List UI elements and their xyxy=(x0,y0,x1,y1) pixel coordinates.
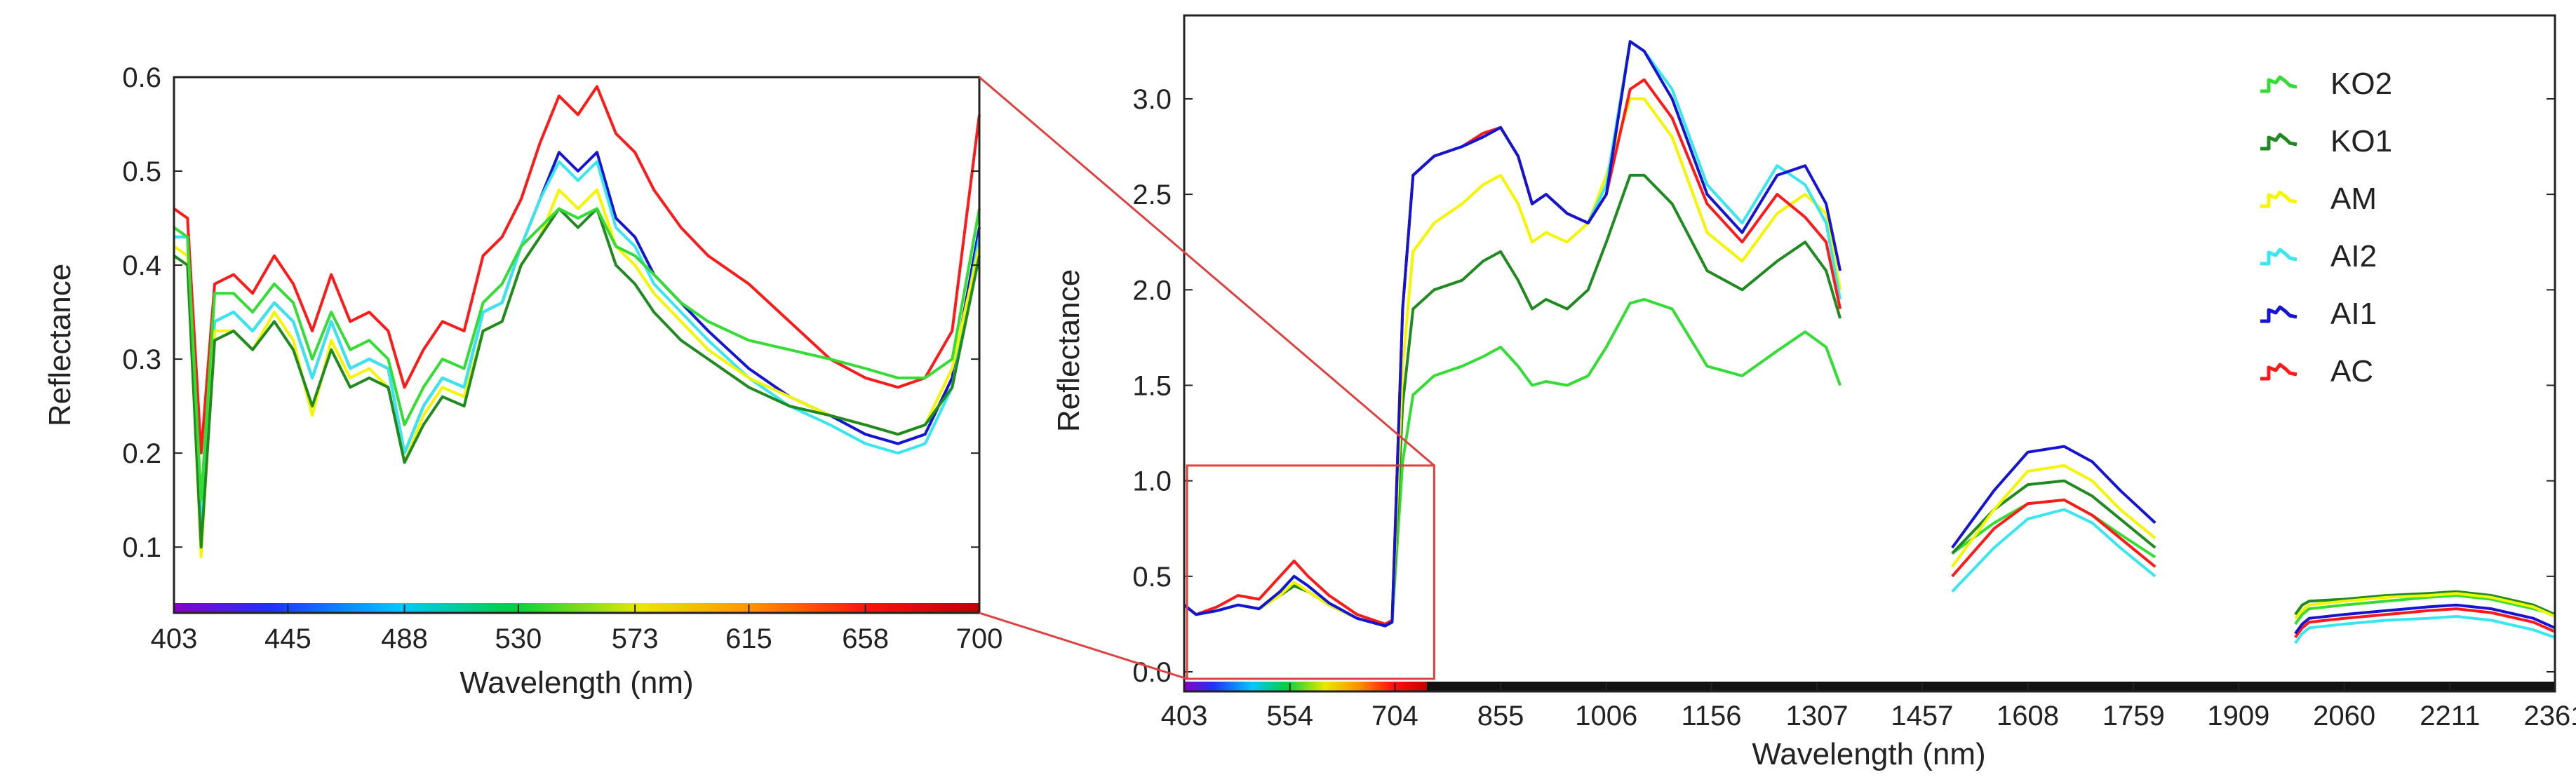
zoom-ytick-label: 0.4 xyxy=(122,250,161,281)
zoom-box xyxy=(1186,464,1435,680)
full-chart-xlabel: Wavelength (nm) xyxy=(1752,737,1985,771)
legend-label-AC: AC xyxy=(2330,354,2373,388)
zoom-chart-xlabel: Wavelength (nm) xyxy=(459,665,693,700)
full-series-AI2-segment xyxy=(1951,508,2156,593)
full-series-KO1-segment xyxy=(2294,590,2556,616)
full-ytick-label: 3.0 xyxy=(1132,84,1172,115)
full-series-AI2-segment xyxy=(2294,615,2556,644)
legend-label-KO1: KO1 xyxy=(2330,124,2392,158)
zoom-xtick-label: 615 xyxy=(725,623,772,654)
zoom-chart-frame xyxy=(173,76,981,614)
full-series-KO2-segment xyxy=(1183,297,1842,628)
zoom-ytick-label: 0.6 xyxy=(122,62,161,93)
zoom-xtick-label: 573 xyxy=(612,623,659,654)
zoom-ytick-label: 0.3 xyxy=(122,344,161,375)
full-xtick-label: 403 xyxy=(1161,701,1208,731)
full-series-AC-segment xyxy=(1951,498,2156,578)
zoom-series-KO1 xyxy=(173,207,981,549)
full-series-AC-segment xyxy=(2294,607,2556,639)
zoom-xtick-label: 488 xyxy=(381,623,428,654)
full-xtick-label: 704 xyxy=(1371,701,1418,731)
full-series-AI2-segment xyxy=(1183,40,1842,628)
full-chart-frame xyxy=(1183,14,2556,693)
full-series-AI1-segment xyxy=(2294,603,2556,635)
full-series-AC-segment xyxy=(1183,78,1842,626)
zoom-xtick-label: 445 xyxy=(264,623,311,654)
full-xtick-label: 1608 xyxy=(1997,701,2059,731)
zoom-ytick-label: 0.1 xyxy=(122,532,161,563)
full-ytick-label: 1.0 xyxy=(1132,466,1172,497)
legend-label-AI1: AI1 xyxy=(2330,297,2377,331)
zoom-xtick-label: 658 xyxy=(842,623,889,654)
full-series-AM-segment xyxy=(2294,592,2556,620)
zoom-xtick-label: 530 xyxy=(495,623,542,654)
legend: KO2 KO1 AM AI2 AI1 AC xyxy=(2260,67,2392,388)
full-series-AI1-segment xyxy=(1183,40,1842,628)
full-series-KO2-segment xyxy=(2294,594,2556,626)
legend-label-KO2: KO2 xyxy=(2330,67,2392,101)
full-xtick-label: 2060 xyxy=(2313,701,2375,731)
zoom-chart: 403 445 488 530 573 615 658 700 0.1 0.2 0.3 0.4 0.5 0… xyxy=(43,62,1002,700)
full-series-AM-segment xyxy=(1183,97,1842,628)
zoom-series-AI2 xyxy=(174,160,981,520)
legend-swatch-AI1 xyxy=(2260,305,2297,323)
legend-swatch-KO2 xyxy=(2260,75,2297,93)
full-xtick-label: 1156 xyxy=(1681,701,1741,731)
full-series-AM-segment xyxy=(1951,464,2156,568)
full-xtick-label: 2211 xyxy=(2420,701,2480,731)
legend-swatch-AI2 xyxy=(2260,248,2297,266)
full-xtick-label: 1909 xyxy=(2207,701,2269,731)
full-chart-baseline-band xyxy=(1427,682,2555,691)
zoom-indicator xyxy=(979,76,1435,680)
full-ytick-label: 1.5 xyxy=(1132,370,1172,401)
zoom-ytick-label: 0.2 xyxy=(122,438,161,469)
zoom-xtick-label: 403 xyxy=(151,623,198,654)
full-chart-spectrum-bar xyxy=(1184,682,1427,691)
full-xtick-label: 1457 xyxy=(1891,701,1953,731)
full-series-KO2-segment xyxy=(1951,498,2156,559)
zoom-ytick-label: 0.5 xyxy=(122,156,161,187)
full-xtick-label: 1759 xyxy=(2102,701,2165,731)
zoom-connector-bottom xyxy=(979,612,1188,680)
legend-label-AI2: AI2 xyxy=(2330,239,2377,273)
full-xtick-label: 1006 xyxy=(1575,701,1637,731)
zoom-chart-spectrum-bar xyxy=(174,603,979,613)
full-series-AI1-segment xyxy=(1951,445,2156,549)
zoom-connector-top xyxy=(979,76,1435,466)
zoom-series-AC xyxy=(173,85,981,455)
full-ytick-label: 2.5 xyxy=(1132,180,1172,210)
legend-swatch-AM xyxy=(2260,190,2297,208)
full-chart: 403 554 704 855 1006 1156 1307 1457 1608 1759 1909… xyxy=(1052,14,2576,771)
legend-swatch-KO1 xyxy=(2260,133,2297,151)
legend-label-AM: AM xyxy=(2330,182,2377,216)
zoom-xtick-label: 700 xyxy=(956,623,1003,654)
legend-swatch-AC xyxy=(2260,363,2297,381)
full-ytick-label: 2.0 xyxy=(1132,275,1172,306)
full-ytick-label: 0.5 xyxy=(1132,562,1172,593)
full-xtick-label: 2361 xyxy=(2524,701,2576,731)
full-xtick-label: 554 xyxy=(1266,701,1313,731)
full-xtick-label: 855 xyxy=(1477,701,1524,731)
full-chart-ylabel: Reflectance xyxy=(1052,269,1086,432)
full-xtick-label: 1307 xyxy=(1786,701,1849,731)
zoom-series-KO2 xyxy=(173,207,981,502)
zoom-chart-ylabel: Reflectance xyxy=(43,264,77,426)
